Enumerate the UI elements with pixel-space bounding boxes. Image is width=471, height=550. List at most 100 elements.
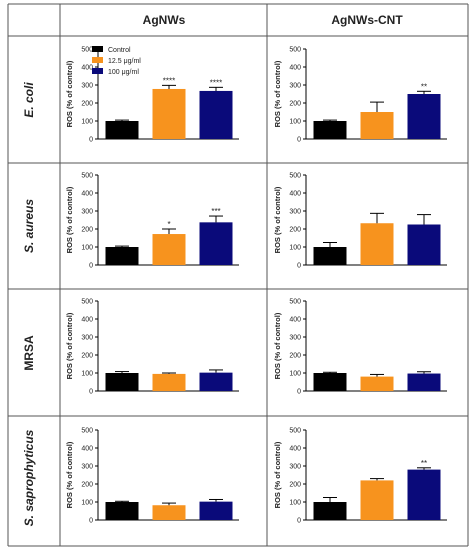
bar <box>360 223 394 265</box>
bar <box>152 234 186 265</box>
y-tick-label: 200 <box>289 227 301 234</box>
column-header-agnws: AgNWs <box>143 13 186 27</box>
bar <box>105 121 139 139</box>
y-tick-label: 300 <box>289 335 301 342</box>
y-tick-label: 300 <box>289 209 301 216</box>
row-label-e-coli: E. coli <box>22 82 36 118</box>
significance-label: *** <box>211 207 220 216</box>
bar <box>407 94 441 139</box>
bar <box>313 373 347 391</box>
legend-label-12-5: 12.5 μg/ml <box>108 58 141 65</box>
bar <box>313 502 347 520</box>
legend-label-control: Control <box>108 47 131 54</box>
y-tick-label: 0 <box>297 263 301 270</box>
y-tick-label: 0 <box>89 263 93 270</box>
y-tick-label: 300 <box>289 464 301 471</box>
chart-panel: 0 100 200 300 400 500 ROS (% of control) **** **… <box>65 47 239 144</box>
y-tick-label: 300 <box>81 209 93 216</box>
column-header-agnws-cnt: AgNWs-CNT <box>331 13 403 27</box>
row-label-mrsa: MRSA <box>22 335 36 371</box>
y-tick-label: 500 <box>81 428 93 435</box>
table-grid <box>7 3 469 547</box>
significance-label: ** <box>421 82 427 91</box>
y-tick-label: 400 <box>81 191 93 198</box>
y-tick-label: 100 <box>81 500 93 507</box>
y-tick-label: 100 <box>289 500 301 507</box>
y-tick-label: 400 <box>81 317 93 324</box>
y-axis-label: ROS (% of control) <box>65 441 74 508</box>
y-tick-label: 400 <box>81 65 93 72</box>
y-tick-label: 200 <box>81 482 93 489</box>
y-tick-label: 200 <box>289 353 301 360</box>
bar <box>105 247 139 265</box>
y-tick-label: 200 <box>289 101 301 108</box>
chart-panel: 0 100 200 300 400 500 ROS (% of control) <box>273 173 447 270</box>
bar <box>105 502 139 520</box>
legend-swatch-12-5 <box>92 57 103 63</box>
y-tick-label: 100 <box>289 245 301 252</box>
significance-label: **** <box>210 78 222 87</box>
y-axis-label: ROS (% of control) <box>273 186 282 253</box>
bar <box>360 376 394 391</box>
y-tick-label: 400 <box>289 446 301 453</box>
y-tick-label: 400 <box>289 317 301 324</box>
bar <box>199 222 233 265</box>
row-label-s-saprophyticus: S. saprophyticus <box>22 429 36 526</box>
y-tick-label: 100 <box>81 371 93 378</box>
y-axis-label: ROS (% of control) <box>65 186 74 253</box>
significance-label: ** <box>421 459 427 468</box>
y-tick-label: 300 <box>81 335 93 342</box>
y-tick-label: 100 <box>289 119 301 126</box>
bar <box>199 372 233 391</box>
y-tick-label: 300 <box>289 83 301 90</box>
legend: Control 12.5 μg/ml 100 μg/ml <box>92 46 141 76</box>
y-tick-label: 300 <box>81 464 93 471</box>
y-tick-label: 400 <box>81 446 93 453</box>
bar <box>152 373 186 391</box>
bar <box>360 112 394 139</box>
legend-swatch-control <box>92 46 103 52</box>
chart-panel: 0 100 200 300 400 500 ROS (% of control) <box>65 428 239 525</box>
legend-swatch-100 <box>92 68 103 74</box>
y-tick-label: 500 <box>289 428 301 435</box>
chart-panel: 0 100 200 300 400 500 ROS (% of control) ** <box>273 47 447 144</box>
y-tick-label: 0 <box>297 518 301 525</box>
y-tick-label: 0 <box>89 518 93 525</box>
chart-panel: 0 100 200 300 400 500 ROS (% of control) <box>65 299 239 396</box>
y-tick-label: 200 <box>289 482 301 489</box>
bar <box>313 121 347 139</box>
significance-label: * <box>167 220 170 229</box>
bar <box>313 247 347 265</box>
row-label-s-aureus: S. aureus <box>22 199 36 253</box>
y-tick-label: 200 <box>81 101 93 108</box>
y-tick-label: 0 <box>89 389 93 396</box>
y-axis-label: ROS (% of control) <box>273 312 282 379</box>
bar <box>105 373 139 391</box>
y-tick-label: 0 <box>297 389 301 396</box>
bar <box>199 90 233 139</box>
y-axis-label: ROS (% of control) <box>65 60 74 127</box>
y-tick-label: 100 <box>81 245 93 252</box>
y-tick-label: 100 <box>289 371 301 378</box>
significance-label: **** <box>163 76 175 85</box>
y-tick-label: 100 <box>81 119 93 126</box>
bar <box>407 469 441 520</box>
bar <box>407 224 441 265</box>
bar <box>407 373 441 391</box>
y-tick-label: 0 <box>89 137 93 144</box>
y-tick-label: 200 <box>81 227 93 234</box>
y-axis-label: ROS (% of control) <box>273 441 282 508</box>
bar <box>152 88 186 139</box>
chart-panel: 0 100 200 300 400 500 ROS (% of control) <box>273 299 447 396</box>
y-tick-label: 500 <box>289 173 301 180</box>
legend-label-100: 100 μg/ml <box>108 69 139 76</box>
y-tick-label: 300 <box>81 83 93 90</box>
y-tick-label: 200 <box>81 353 93 360</box>
y-tick-label: 400 <box>289 65 301 72</box>
y-tick-label: 0 <box>297 137 301 144</box>
y-tick-label: 500 <box>81 299 93 306</box>
y-tick-label: 500 <box>289 299 301 306</box>
